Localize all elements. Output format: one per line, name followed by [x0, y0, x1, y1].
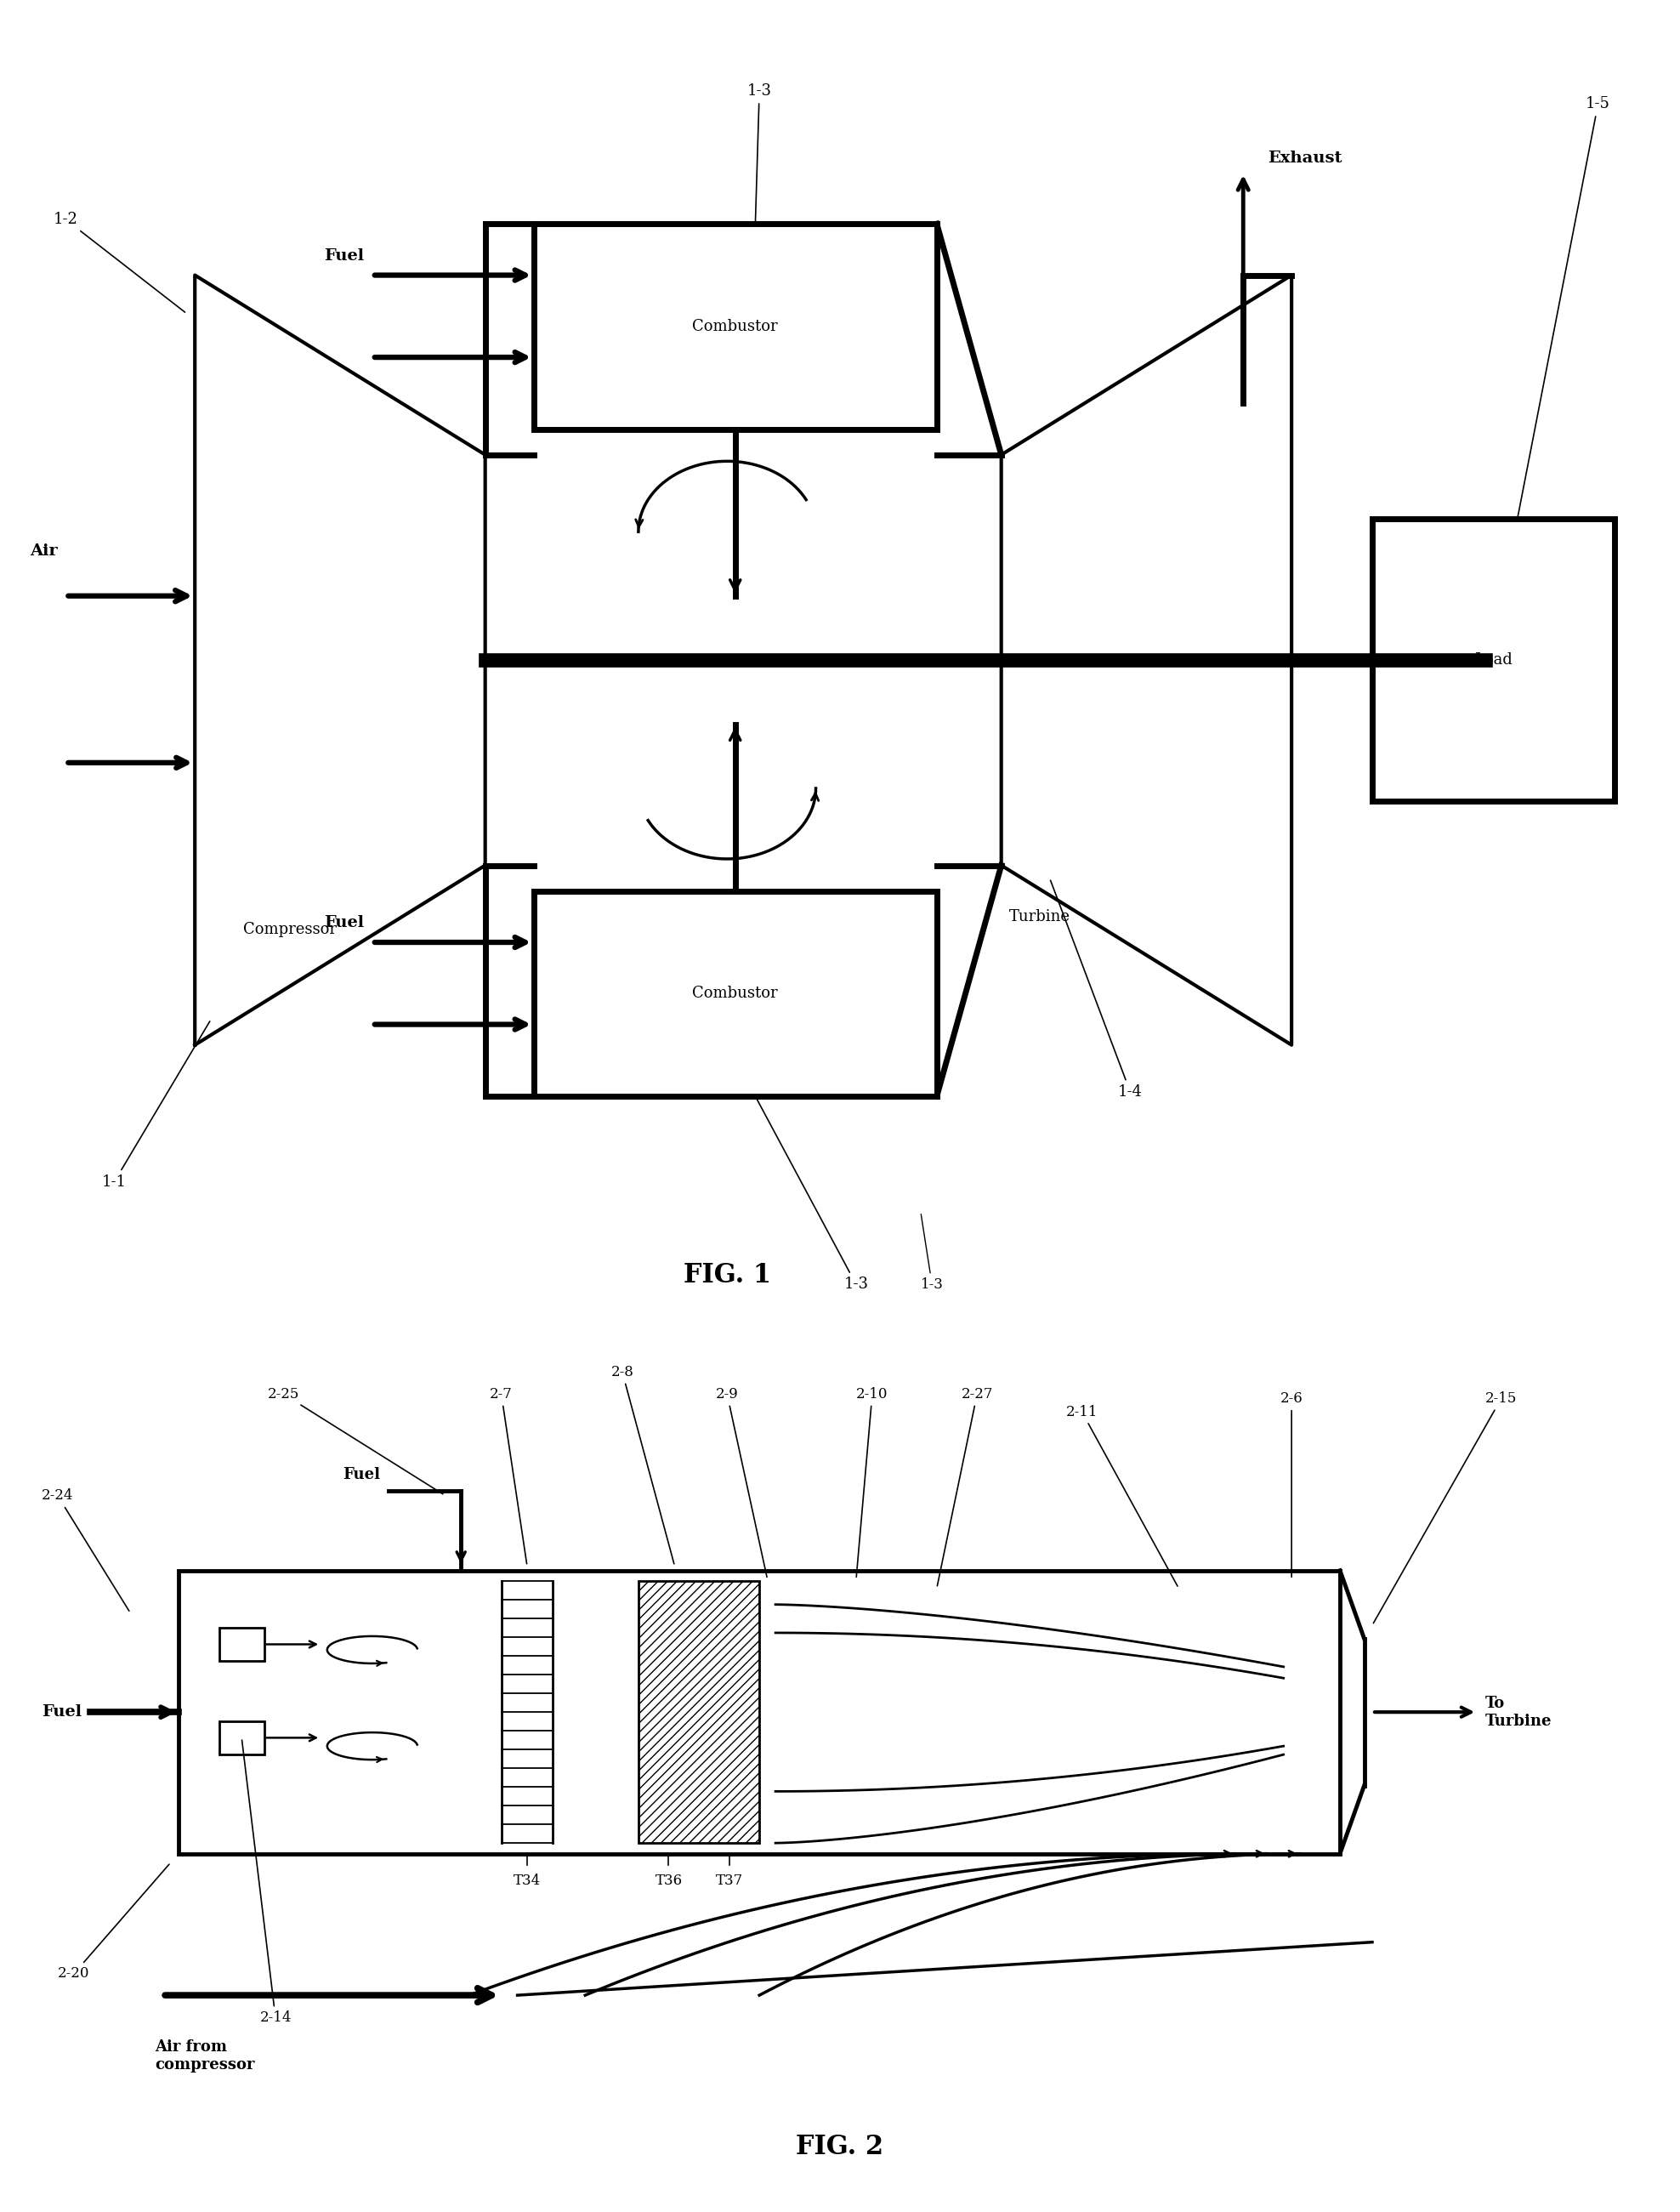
Text: Fuel: Fuel	[324, 248, 365, 263]
Text: 2-27: 2-27	[937, 1387, 993, 1586]
Text: FIG. 1: FIG. 1	[684, 1261, 771, 1287]
Text: 2-6: 2-6	[1280, 1391, 1304, 1577]
Text: 1-3: 1-3	[921, 1214, 944, 1292]
FancyBboxPatch shape	[638, 1582, 759, 1843]
FancyBboxPatch shape	[534, 891, 937, 1097]
FancyBboxPatch shape	[218, 1721, 264, 1754]
Text: 2-14: 2-14	[242, 1741, 291, 2026]
Text: 1-5: 1-5	[1517, 97, 1611, 518]
Text: To
Turbine: To Turbine	[1485, 1697, 1552, 1728]
Text: Turbine: Turbine	[1010, 909, 1070, 925]
Text: Fuel: Fuel	[343, 1467, 380, 1482]
Text: FIG. 2: FIG. 2	[796, 2135, 884, 2161]
Text: T36: T36	[655, 1874, 682, 1889]
Text: 1-3: 1-3	[756, 1099, 869, 1292]
Text: 1-4: 1-4	[1050, 880, 1142, 1099]
Text: 1-2: 1-2	[54, 212, 185, 312]
Text: 2-24: 2-24	[42, 1489, 129, 1610]
Text: 2-9: 2-9	[716, 1387, 768, 1577]
Text: 2-15: 2-15	[1373, 1391, 1517, 1624]
Text: 2-10: 2-10	[857, 1387, 889, 1577]
Text: Air from
compressor: Air from compressor	[155, 2039, 254, 2073]
Text: Exhaust: Exhaust	[1267, 150, 1342, 166]
FancyBboxPatch shape	[178, 1571, 1341, 1854]
Text: Combustor: Combustor	[692, 319, 778, 334]
Text: 1-3: 1-3	[748, 84, 771, 221]
FancyBboxPatch shape	[218, 1628, 264, 1661]
Text: T37: T37	[716, 1874, 743, 1889]
Text: Fuel: Fuel	[42, 1705, 82, 1719]
FancyBboxPatch shape	[1373, 520, 1614, 801]
Text: Load: Load	[1473, 653, 1512, 668]
Text: 2-25: 2-25	[267, 1387, 444, 1493]
Text: Combustor: Combustor	[692, 987, 778, 1002]
Text: T34: T34	[514, 1874, 541, 1889]
Text: 2-11: 2-11	[1067, 1405, 1178, 1586]
Text: Fuel: Fuel	[324, 916, 365, 931]
Text: 2-7: 2-7	[491, 1387, 528, 1564]
Text: 2-8: 2-8	[612, 1365, 674, 1564]
Text: 1-1: 1-1	[102, 1022, 210, 1190]
Text: Compressor: Compressor	[244, 922, 336, 938]
Text: Air: Air	[30, 544, 57, 560]
Text: 2-20: 2-20	[59, 1865, 170, 1982]
FancyBboxPatch shape	[534, 223, 937, 429]
